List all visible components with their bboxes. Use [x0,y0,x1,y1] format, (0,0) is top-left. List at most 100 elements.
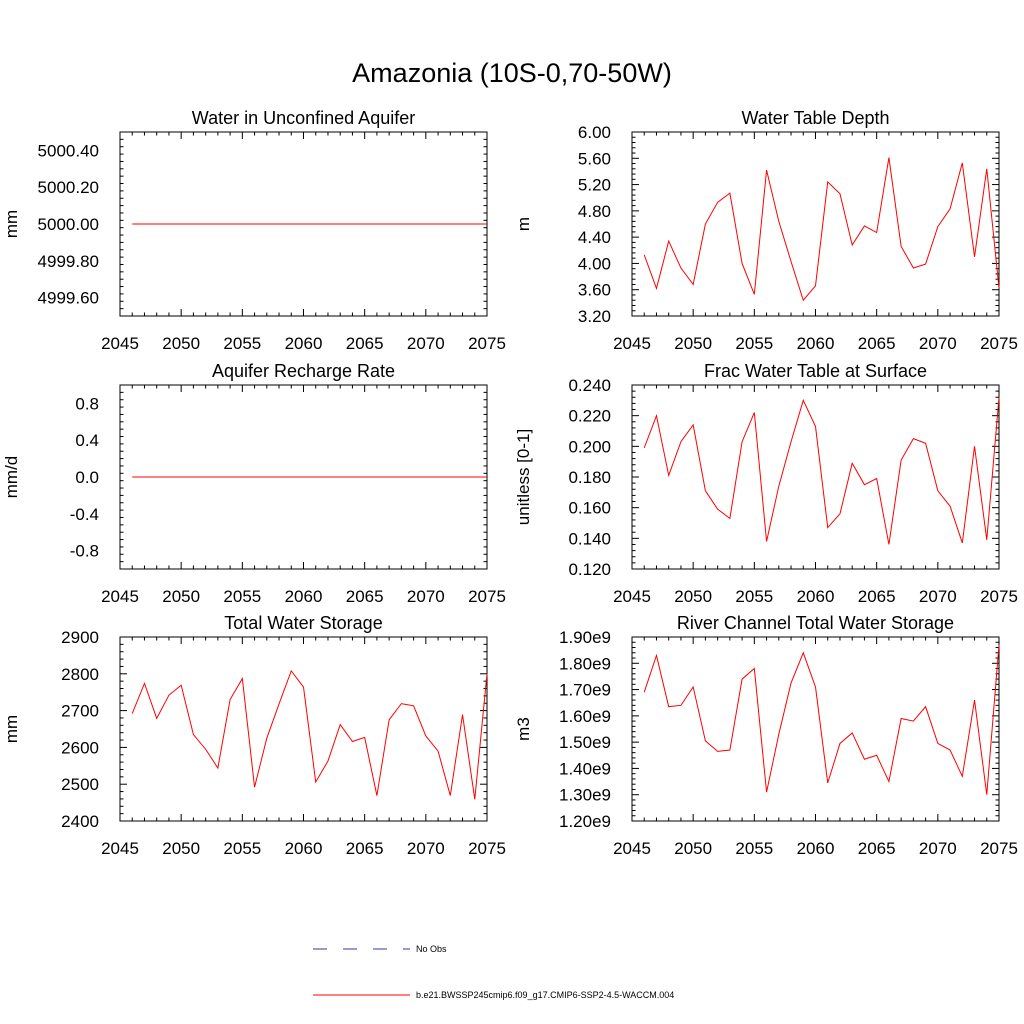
chart-panel-1: Water in Unconfined Aquifer mm 2045 2050 205… [2,108,506,353]
y-tick-label: 1.80e9 [559,654,611,673]
x-tick-label: 2065 [346,839,384,858]
panel-title: Water in Unconfined Aquifer [192,108,415,128]
x-tick-label: 2075 [468,334,506,353]
x-tick-label: 2065 [346,334,384,353]
y-axis-label: mm [2,210,21,238]
y-axis-label: mm [2,715,21,743]
chart-panel-2: Water Table Depth m 2045 2050 2055 2060 2065 20… [514,108,1018,353]
legend: No Obs b.e21.BWSSP245cmip6.f09_g17.CMIP6… [313,944,674,1000]
panel-title: Total Water Storage [224,613,382,633]
x-tick-label: 2045 [613,587,651,606]
y-tick-label: 5000.40 [38,141,99,160]
y-tick-label: 0.0 [75,468,99,487]
x-tick-label: 2070 [919,334,957,353]
y-tick-label: 1.40e9 [559,759,611,778]
x-tick-label: 2075 [468,587,506,606]
x-tick-label: 2050 [162,839,200,858]
x-tick-label: 2055 [735,334,773,353]
x-tick-label: 2075 [980,334,1018,353]
y-tick-label: 0.200 [568,437,611,456]
x-tick-label: 2060 [797,334,835,353]
y-tick-label: 0.4 [75,431,99,450]
y-tick-label: 5.60 [578,149,611,168]
plot-frame [631,384,1000,570]
chart-panel-4: Frac Water Table at Surface unitless [0-1… [514,361,1018,606]
x-tick-label: 2075 [468,839,506,858]
x-tick-label: 2045 [613,334,651,353]
y-tick-label: 0.240 [568,376,611,395]
x-tick-label: 2070 [407,587,445,606]
y-axis-label: mm/d [2,456,21,499]
x-tick-label: 2065 [858,839,896,858]
panel-title: Frac Water Table at Surface [704,361,927,381]
y-tick-label: 4.80 [578,202,611,221]
y-tick-label: -0.8 [70,542,99,561]
y-tick-label: 4.40 [578,228,611,247]
x-tick-label: 2065 [346,587,384,606]
x-tick-label: 2050 [162,587,200,606]
x-tick-label: 2050 [674,839,712,858]
panels: Water in Unconfined Aquifer mm 2045 2050 205… [2,108,1018,858]
x-tick-label: 2070 [407,334,445,353]
x-tick-label: 2055 [223,334,261,353]
series-line [643,397,1000,545]
legend-obs-label: No Obs [416,944,447,954]
main-title: Amazonia (10S-0,70-50W) [352,58,672,88]
y-tick-label: 2400 [61,812,99,831]
x-tick-label: 2045 [101,839,139,858]
x-tick-label: 2060 [797,839,835,858]
y-axis-label: m3 [514,717,533,741]
x-tick-label: 2050 [674,587,712,606]
plot-frame [631,131,1000,317]
y-tick-label: 1.50e9 [559,733,611,752]
y-tick-label: 1.60e9 [559,707,611,726]
panel-title: Aquifer Recharge Rate [212,361,395,381]
series-line [643,157,1000,302]
panel-title: River Channel Total Water Storage [677,613,954,633]
x-tick-label: 2045 [101,587,139,606]
series-line [643,644,1000,795]
y-tick-label: 2800 [61,665,99,684]
y-tick-label: 5000.00 [38,215,99,234]
y-tick-label: 0.8 [75,394,99,413]
y-tick-label: 2900 [61,628,99,647]
x-tick-label: 2070 [407,839,445,858]
y-tick-label: 0.220 [568,407,611,426]
x-tick-label: 2055 [223,587,261,606]
y-tick-label: 2600 [61,738,99,757]
y-tick-label: 0.120 [568,560,611,579]
y-tick-label: 4999.80 [38,252,99,271]
x-tick-label: 2045 [613,839,651,858]
x-tick-label: 2055 [223,839,261,858]
y-tick-label: 5.20 [578,176,611,195]
y-tick-label: 6.00 [578,123,611,142]
x-tick-label: 2060 [285,587,323,606]
x-tick-label: 2060 [285,334,323,353]
x-tick-label: 2065 [858,587,896,606]
x-tick-label: 2060 [285,839,323,858]
y-tick-label: 4.00 [578,254,611,273]
y-tick-label: 0.140 [568,529,611,548]
chart-panel-5: Total Water Storage mm 2045 2050 2055 2060 206… [2,613,506,858]
series-line [131,669,488,800]
x-tick-label: 2055 [735,839,773,858]
x-tick-label: 2045 [101,334,139,353]
y-tick-label: 1.30e9 [559,786,611,805]
y-tick-label: 2700 [61,702,99,721]
x-tick-label: 2065 [858,334,896,353]
chart-panel-3: Aquifer Recharge Rate mm/d 2045 2050 2055 206… [2,361,506,606]
plot-frame [119,636,488,822]
y-tick-label: 1.20e9 [559,812,611,831]
y-axis-label: m [514,217,533,231]
x-tick-label: 2050 [674,334,712,353]
x-tick-label: 2070 [919,839,957,858]
y-tick-label: 3.20 [578,307,611,326]
x-tick-label: 2055 [735,587,773,606]
y-tick-label: 3.60 [578,281,611,300]
y-axis-label: unitless [0-1] [514,429,533,525]
legend-model-label: b.e21.BWSSP245cmip6.f09_g17.CMIP6-SSP2-4… [416,990,674,1000]
y-tick-label: 1.90e9 [559,628,611,647]
panel-title: Water Table Depth [741,108,889,128]
y-tick-label: 0.180 [568,468,611,487]
